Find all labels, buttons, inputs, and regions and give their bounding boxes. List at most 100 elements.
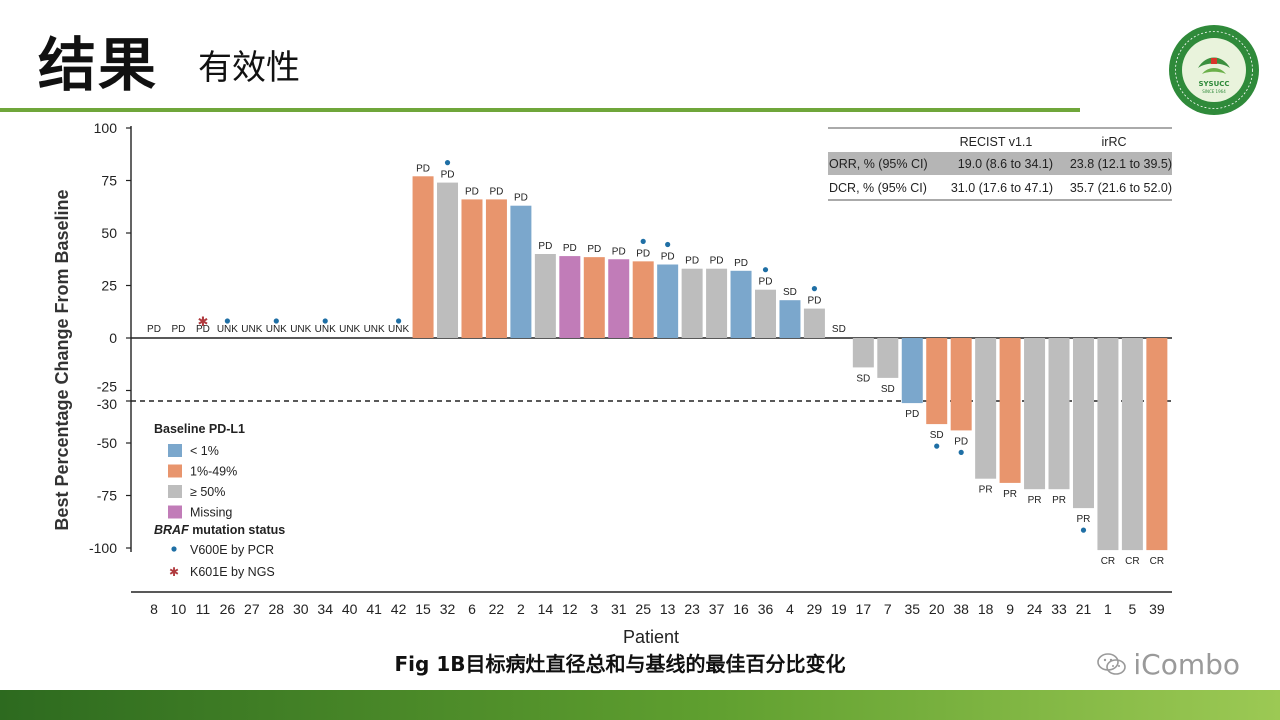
- legend-swatch: [168, 485, 182, 498]
- legend-title: Baseline PD-L1: [154, 422, 245, 436]
- response-label: PR: [979, 485, 993, 496]
- response-label: PR: [1003, 489, 1017, 500]
- legend-swatch: [168, 444, 182, 457]
- bar: [559, 256, 581, 338]
- bar: [1072, 338, 1094, 509]
- logo-abbr: SYSUCC: [1198, 80, 1229, 88]
- response-label: PD: [416, 163, 430, 174]
- y-tick-label: -50: [97, 435, 117, 451]
- x-tick-label: 7: [884, 601, 892, 617]
- bar: [534, 254, 556, 338]
- bar: [461, 199, 483, 338]
- x-tick-label: 36: [758, 601, 774, 617]
- x-tick-label: 22: [489, 601, 505, 617]
- bar: [485, 199, 507, 338]
- bar: [803, 308, 825, 338]
- x-tick-label: 11: [196, 601, 211, 617]
- response-label: SD: [881, 384, 895, 395]
- braf-v600e-marker: [934, 443, 940, 449]
- x-tick-label: 18: [978, 601, 994, 617]
- bar: [730, 270, 752, 338]
- braf-v600e-marker: [640, 238, 646, 244]
- bar: [1146, 338, 1168, 551]
- sysucc-logo: SYSUCC SINCE 1964: [1169, 25, 1259, 115]
- response-label: PD: [636, 248, 650, 259]
- bar: [706, 268, 728, 338]
- response-label: UNK: [217, 324, 238, 335]
- response-label: PD: [905, 409, 919, 420]
- x-tick-label: 34: [317, 601, 333, 617]
- slide-title: 结果: [38, 31, 159, 99]
- x-tick-label: 21: [1076, 601, 1092, 617]
- braf-v600e-marker: [444, 160, 451, 166]
- table-row-shade: [828, 152, 1172, 175]
- braf-v600e-marker: [762, 267, 769, 273]
- x-tick-label: 2: [517, 601, 525, 617]
- x-tick-label: 8: [150, 601, 158, 617]
- response-label: PD: [196, 324, 210, 335]
- braf-legend-marker: [171, 546, 177, 552]
- response-label: PD: [759, 277, 773, 288]
- response-label: PD: [441, 170, 455, 181]
- bar: [852, 338, 874, 368]
- response-label: PD: [489, 186, 503, 197]
- response-label: PD: [710, 256, 724, 267]
- slide-subtitle: 有效性: [198, 48, 300, 88]
- bar: [608, 259, 630, 338]
- response-label: SD: [832, 324, 846, 335]
- x-tick-label: 27: [244, 601, 260, 617]
- x-tick-label: 15: [415, 601, 431, 617]
- y-tick-label: 0: [109, 330, 117, 346]
- x-tick-label: 33: [1051, 601, 1067, 617]
- y-tick-label: 100: [94, 120, 118, 136]
- y-tick-label: -75: [97, 488, 117, 504]
- x-axis-label: Patient: [623, 627, 679, 647]
- braf-v600e-marker: [958, 449, 964, 455]
- response-label: PD: [172, 324, 186, 335]
- response-label: PD: [563, 243, 577, 254]
- braf-v600e-marker: [322, 318, 328, 324]
- response-label: UNK: [241, 324, 262, 335]
- response-label: PD: [538, 241, 552, 252]
- response-label: PD: [685, 256, 699, 267]
- table-cell: 35.7 (21.6 to 52.0): [1070, 181, 1172, 195]
- braf-v600e-marker: [396, 318, 402, 324]
- x-tick-label: 16: [733, 601, 749, 617]
- bar: [510, 205, 532, 338]
- x-tick-label: 37: [709, 601, 725, 617]
- x-tick-label: 3: [590, 601, 598, 617]
- x-tick-label: 28: [269, 601, 285, 617]
- table-header: irRC: [1102, 135, 1127, 149]
- x-tick-label: 38: [953, 601, 969, 617]
- response-label: SD: [783, 287, 797, 298]
- y-tick-label: -30: [97, 396, 117, 412]
- bar: [657, 264, 679, 338]
- x-tick-label: 14: [538, 601, 554, 617]
- x-tick-label: 35: [904, 601, 920, 617]
- braf-legend-title: BRAF mutation status: [154, 523, 285, 537]
- response-label: UNK: [315, 324, 336, 335]
- table-cell: 31.0 (17.6 to 47.1): [951, 181, 1053, 195]
- braf-v600e-marker: [811, 286, 818, 292]
- response-label: PD: [587, 244, 601, 255]
- footer-band: [0, 690, 1280, 720]
- braf-legend-item: V600E by PCR: [190, 543, 274, 557]
- x-tick-label: 19: [831, 601, 847, 617]
- braf-v600e-marker: [273, 318, 279, 324]
- bar: [681, 268, 703, 338]
- response-label: SD: [856, 373, 870, 384]
- legend-item: < 1%: [190, 444, 219, 458]
- bar: [950, 338, 972, 431]
- bar: [1024, 338, 1046, 490]
- response-label: PD: [612, 246, 626, 257]
- x-tick-label: 30: [293, 601, 309, 617]
- bar: [583, 257, 605, 338]
- braf-v600e-marker: [224, 318, 230, 324]
- logo-since: SINCE 1964: [1202, 89, 1226, 94]
- bar: [755, 289, 776, 338]
- y-tick-label: -100: [89, 540, 117, 556]
- x-tick-label: 24: [1027, 601, 1043, 617]
- wechat-watermark: iCombo: [1097, 648, 1240, 681]
- bar: [1097, 338, 1119, 551]
- table-header: RECIST v1.1: [960, 135, 1033, 149]
